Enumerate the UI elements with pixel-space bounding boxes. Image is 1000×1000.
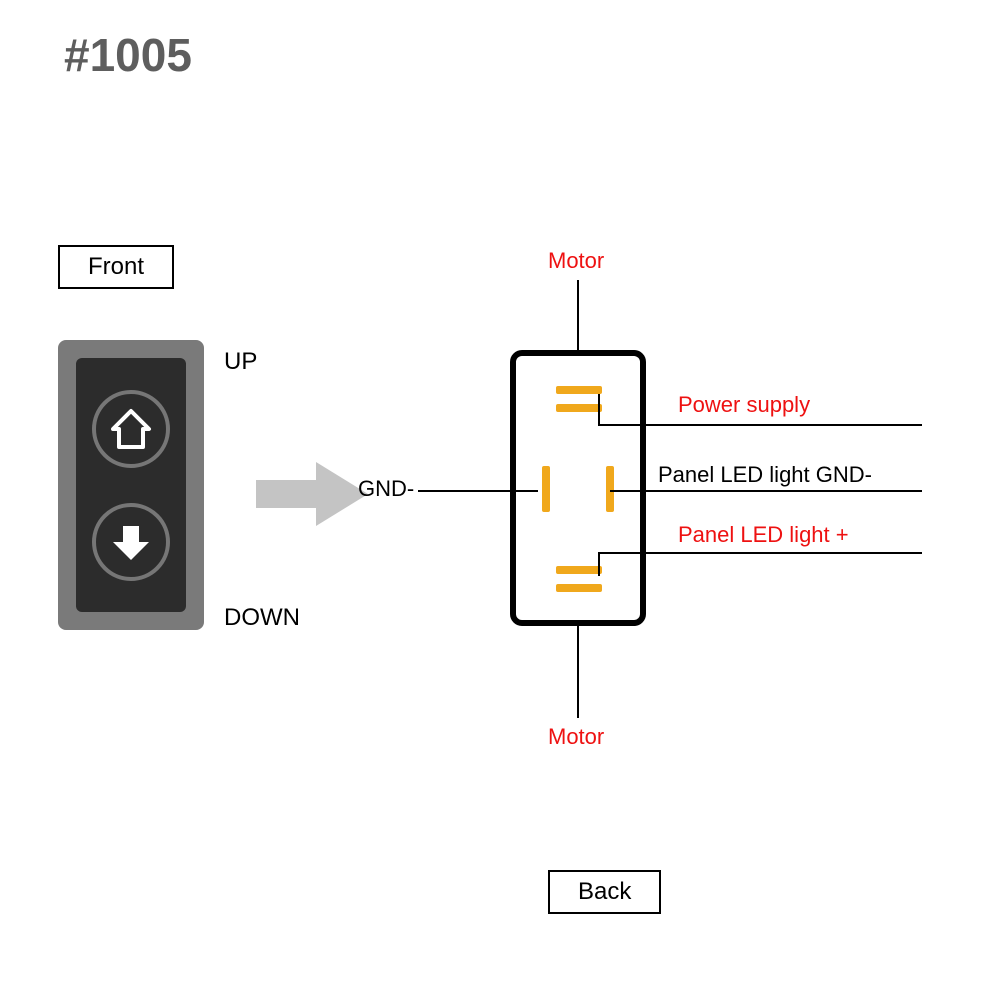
up-label: UP [224, 348, 257, 376]
arrow-down-icon [109, 520, 153, 564]
ann-motor-top: Motor [548, 248, 604, 274]
ann-panel-gnd: Panel LED light GND- [658, 462, 872, 488]
ann-panel-plus: Panel LED light + [678, 522, 849, 548]
lead-panel-plus-h [598, 552, 922, 554]
down-label: DOWN [224, 604, 300, 632]
lead-motor-top [577, 280, 579, 350]
terminal-mid-right [606, 466, 614, 512]
down-button-circle [92, 503, 170, 581]
front-switch-face [76, 358, 186, 612]
ann-power-supply: Power supply [678, 392, 810, 418]
lead-panel-gnd [610, 490, 922, 492]
terminal-bottom-2 [556, 584, 602, 592]
terminal-top-2 [556, 404, 602, 412]
lead-power-h [598, 424, 922, 426]
back-switch [510, 350, 646, 626]
front-switch [58, 340, 204, 630]
lead-motor-bottom [577, 626, 579, 718]
house-up-icon [109, 407, 153, 451]
terminal-bottom-1 [556, 566, 602, 574]
terminal-top-1 [556, 386, 602, 394]
lead-panel-plus-v [598, 552, 600, 576]
front-label-box: Front [58, 245, 174, 289]
ann-motor-bottom: Motor [548, 724, 604, 750]
product-title: #1005 [64, 28, 192, 82]
terminal-mid-left [542, 466, 550, 512]
ann-gnd: GND- [358, 476, 414, 502]
lead-power-v [598, 394, 600, 424]
back-label-box: Back [548, 870, 661, 914]
up-button-circle [92, 390, 170, 468]
lead-gnd [418, 490, 538, 492]
